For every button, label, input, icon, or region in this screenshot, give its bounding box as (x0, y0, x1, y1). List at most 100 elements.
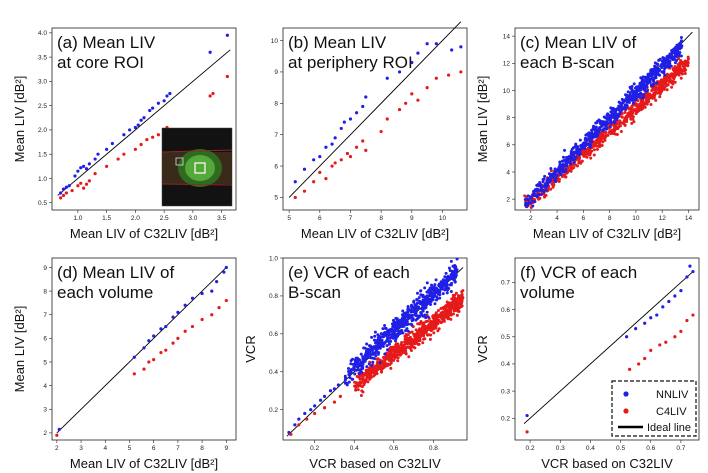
x-tick-label: 9 (225, 445, 229, 452)
series-nnliv (59, 33, 229, 195)
x-tick-label: 0.2 (526, 445, 535, 452)
data-point (122, 133, 126, 137)
data-point (368, 370, 372, 374)
data-point (347, 373, 351, 377)
data-point (434, 42, 438, 46)
data-point (423, 324, 427, 328)
y-tick-label: 2.5 (38, 103, 47, 110)
data-point (604, 124, 608, 128)
x-tick-label: 4 (103, 445, 107, 452)
data-point (620, 108, 624, 112)
data-point (526, 198, 530, 202)
data-point (406, 315, 410, 319)
data-point (449, 289, 453, 293)
data-point (405, 323, 409, 327)
data-point (385, 362, 389, 366)
data-point (176, 310, 180, 314)
inset-line (161, 183, 233, 186)
data-point (385, 117, 389, 121)
data-point (171, 315, 175, 319)
data-point (361, 366, 365, 370)
data-point (525, 430, 529, 434)
data-point (388, 328, 392, 332)
data-point (685, 60, 689, 64)
data-point (364, 351, 368, 355)
data-point (422, 333, 426, 337)
data-point (429, 289, 433, 293)
data-point (667, 299, 671, 304)
data-point (445, 279, 449, 283)
data-point (391, 346, 395, 350)
data-point (428, 292, 432, 296)
data-point (376, 360, 380, 364)
ideal-line (523, 271, 694, 425)
data-point (365, 365, 369, 369)
y-axis-label: VCR (475, 335, 490, 362)
data-point (630, 88, 634, 92)
data-point (387, 339, 391, 343)
legend-label-c4liv: C4LIV (656, 406, 687, 418)
data-point (156, 133, 160, 137)
data-point (439, 306, 443, 310)
data-point (453, 266, 457, 270)
data-point (647, 77, 651, 81)
data-point (624, 118, 628, 122)
data-point (426, 297, 430, 301)
data-point (444, 271, 448, 275)
y-tick-label: 0.2 (269, 407, 278, 414)
data-point (425, 333, 429, 337)
data-point (636, 105, 640, 109)
data-point (448, 269, 452, 273)
data-point (445, 291, 449, 295)
data-point (624, 105, 628, 109)
y-tick-label: 6 (506, 142, 510, 149)
data-point (628, 367, 632, 371)
data-point (631, 98, 635, 102)
data-point (357, 372, 361, 376)
x-tick-label: 0.5 (616, 445, 625, 452)
data-point (343, 381, 347, 385)
data-point (455, 307, 459, 311)
panel-title: volume (520, 283, 575, 302)
data-point (394, 322, 398, 326)
data-point (390, 322, 394, 326)
data-point (628, 111, 632, 115)
data-point (330, 142, 334, 146)
x-tick-label: 0.4 (350, 445, 359, 452)
data-point (365, 371, 369, 374)
data-point (651, 78, 655, 82)
data-point (572, 157, 576, 161)
data-point (411, 339, 415, 343)
data-point (360, 370, 363, 374)
x-axis-label: Mean LIV of C32LIV [dB²] (533, 226, 681, 241)
data-point (399, 352, 403, 356)
y-tick-label: 10 (271, 38, 279, 45)
data-point (362, 346, 366, 350)
data-point (604, 116, 608, 120)
data-point (128, 128, 132, 132)
data-point (597, 118, 601, 122)
data-point (145, 138, 149, 142)
data-point (302, 167, 307, 171)
data-point (211, 91, 215, 96)
data-point (67, 184, 71, 188)
data-point (583, 138, 587, 142)
y-tick-label: 5 (274, 195, 278, 202)
data-point (373, 364, 377, 368)
data-point (142, 367, 146, 371)
data-point (354, 356, 358, 360)
data-point (539, 186, 543, 190)
data-point (151, 106, 155, 110)
panel-b: 5 6 7 8 9 10 5 6 7 8 9 10 Mean LIV of C32LIV [dB²] (b… (271, 21, 468, 241)
data-point (620, 102, 624, 106)
data-point (652, 91, 656, 95)
data-point (421, 341, 425, 345)
series-c4liv (293, 70, 463, 200)
data-point (451, 296, 455, 300)
data-point (401, 331, 405, 335)
data-point (429, 333, 433, 337)
y-tick-label: 0.2 (501, 416, 510, 423)
data-point (460, 294, 464, 298)
data-point (358, 377, 362, 381)
data-point (59, 196, 63, 200)
